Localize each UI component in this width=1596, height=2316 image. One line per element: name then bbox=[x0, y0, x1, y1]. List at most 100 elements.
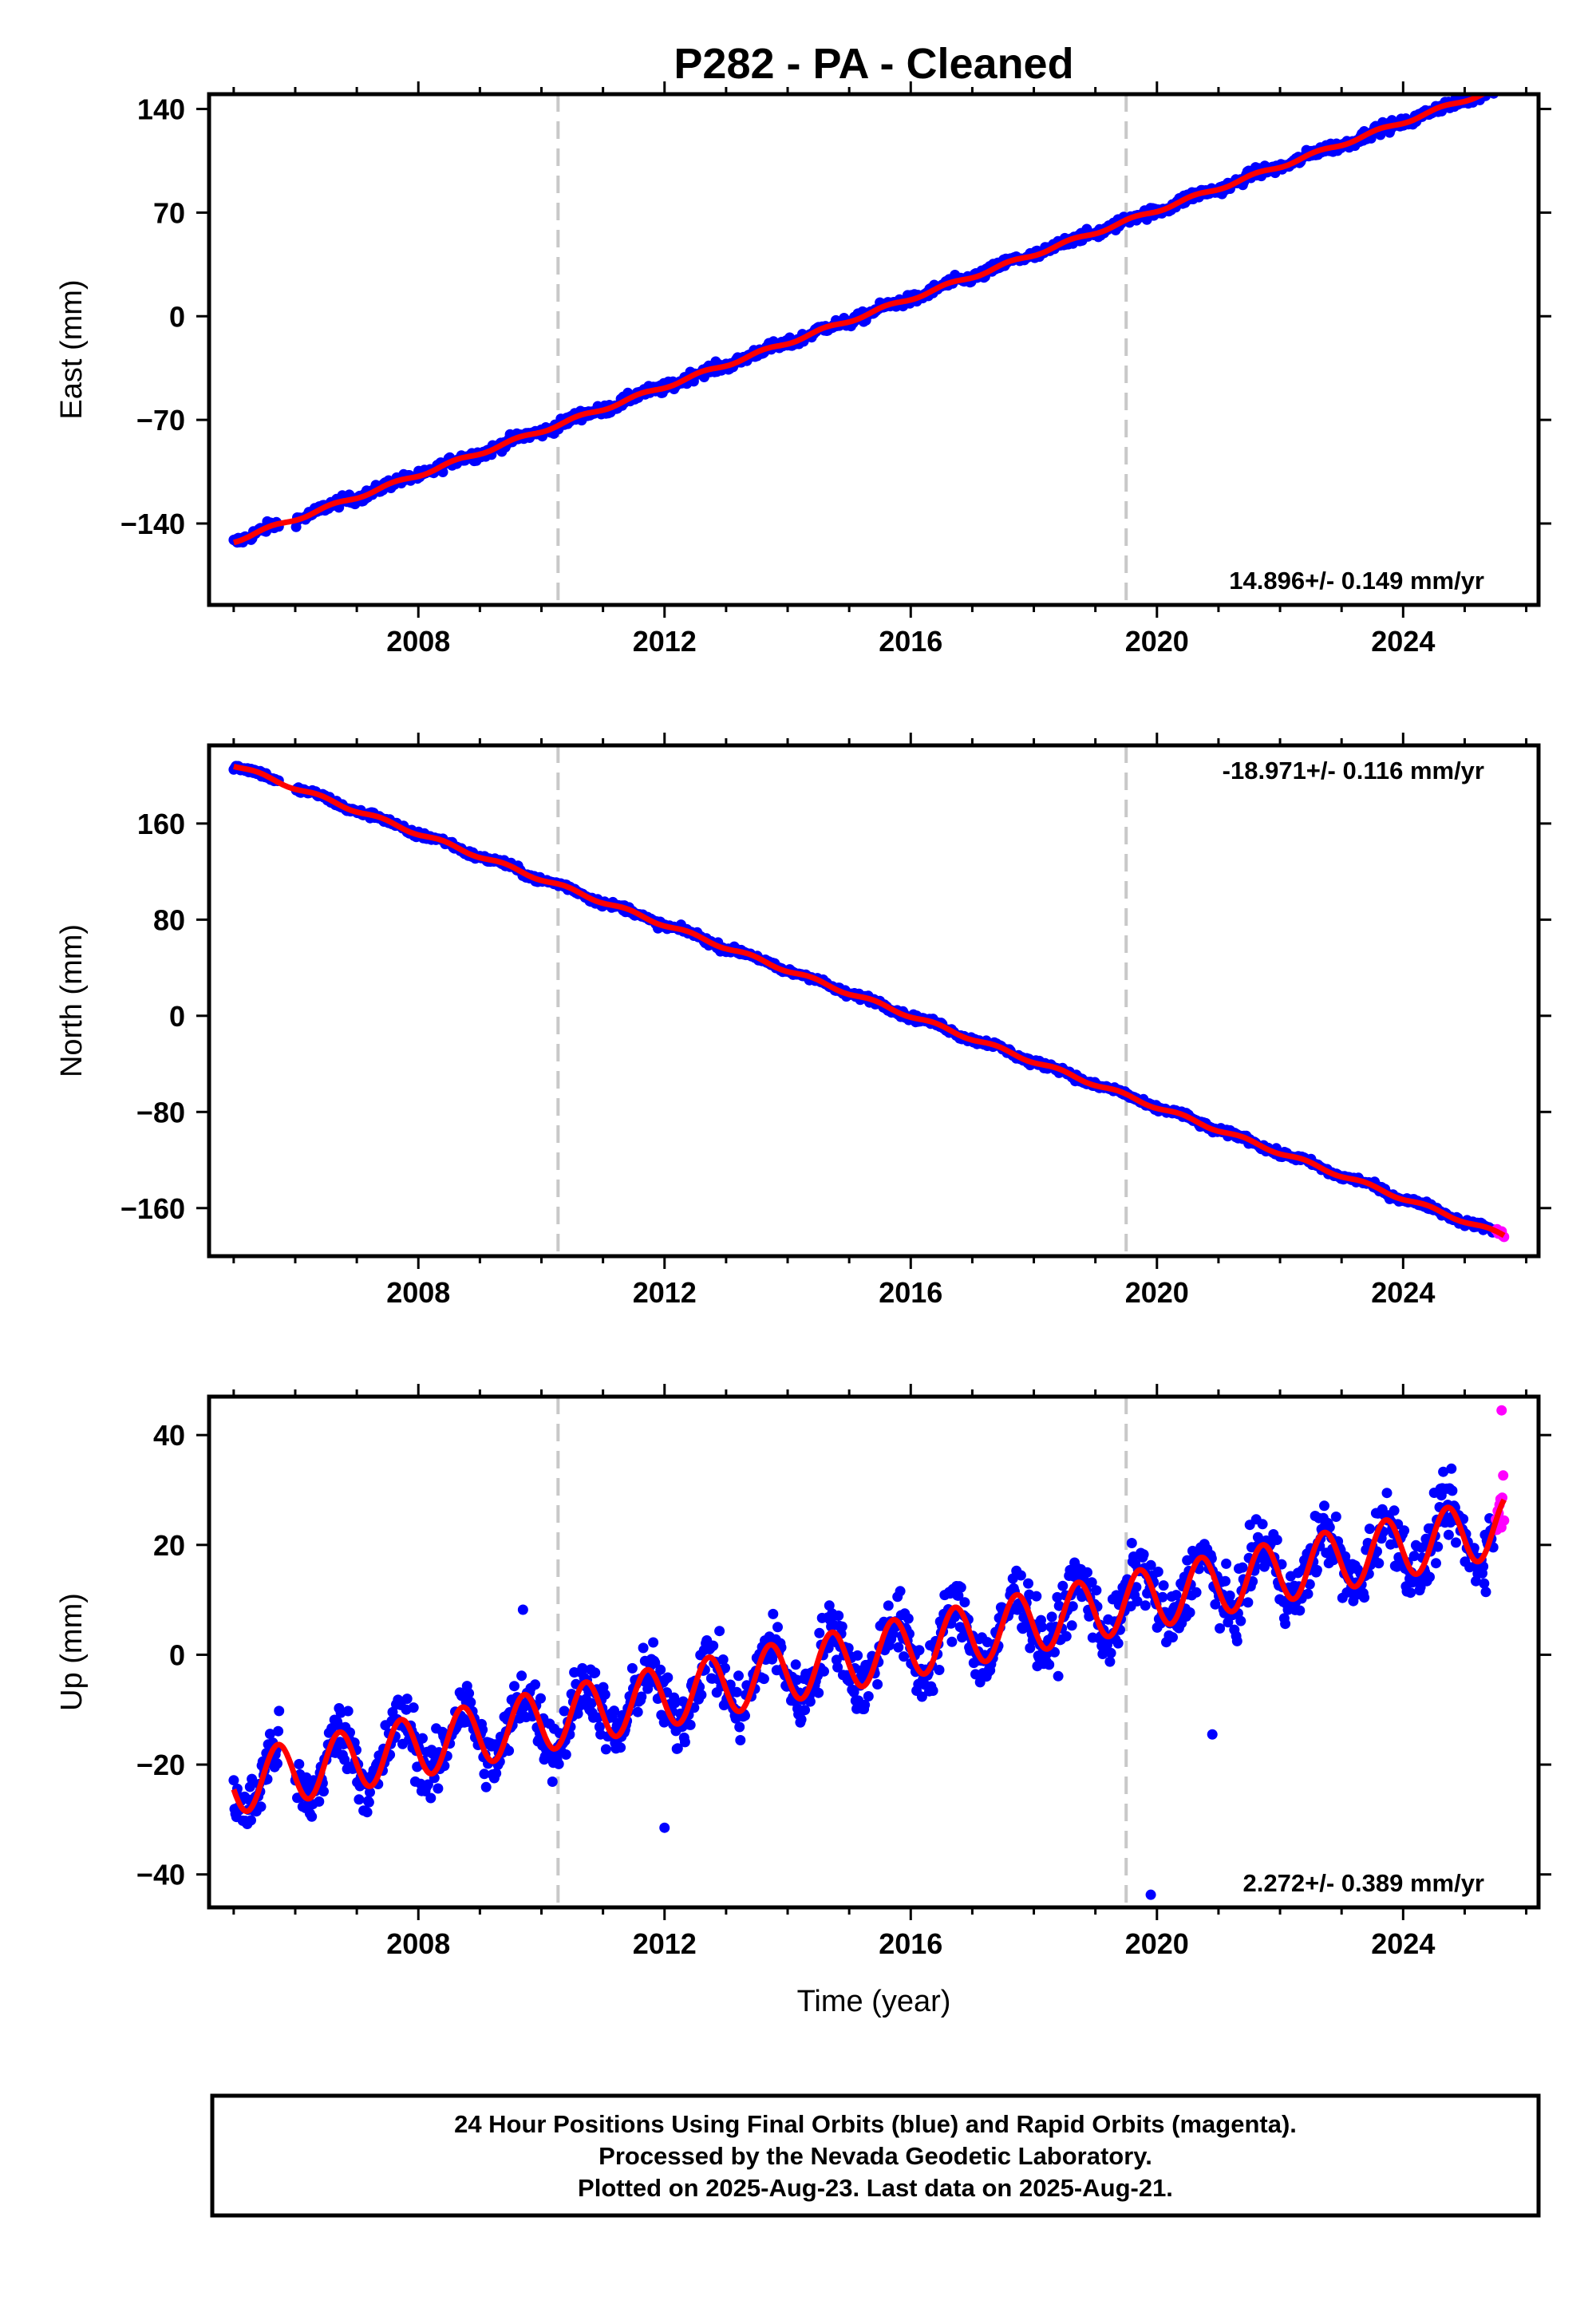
x-tick-label: 2012 bbox=[633, 1927, 697, 1960]
y-axis-label: Up (mm) bbox=[55, 1593, 89, 1711]
final-orbit-point bbox=[813, 1687, 824, 1698]
final-orbit-point bbox=[1224, 1590, 1235, 1601]
footer-line-1: 24 Hour Positions Using Final Orbits (bl… bbox=[454, 2110, 1297, 2138]
final-orbit-point bbox=[1319, 1500, 1329, 1512]
final-orbit-point bbox=[927, 1686, 938, 1696]
final-orbit-point bbox=[1184, 1607, 1195, 1618]
final-orbit-point bbox=[814, 1627, 825, 1638]
final-orbit-point bbox=[670, 1697, 681, 1709]
x-tick-label: 2008 bbox=[386, 1276, 450, 1309]
y-tick-label: 160 bbox=[137, 808, 185, 840]
final-orbit-point bbox=[662, 1672, 674, 1683]
final-orbit-point bbox=[1302, 1588, 1314, 1599]
final-orbit-point bbox=[530, 1679, 541, 1690]
plot-frame bbox=[207, 743, 1541, 1259]
plot-area bbox=[228, 745, 1510, 1256]
final-orbit-point bbox=[1052, 1591, 1063, 1603]
final-orbit-point bbox=[401, 1694, 413, 1705]
final-orbit-point bbox=[1389, 1505, 1400, 1516]
final-orbit-point bbox=[1294, 1605, 1306, 1616]
final-orbit-point bbox=[655, 1664, 666, 1675]
final-orbit-point bbox=[1479, 1578, 1490, 1589]
final-orbit-point bbox=[903, 1613, 914, 1624]
final-orbit-point bbox=[1235, 1615, 1246, 1626]
final-orbit-point bbox=[899, 1651, 910, 1662]
final-orbit-point bbox=[1066, 1620, 1077, 1631]
final-orbit-point bbox=[672, 1743, 683, 1754]
footer-box: 24 Hour Positions Using Final Orbits (bl… bbox=[210, 2093, 1541, 2218]
final-orbit-point bbox=[758, 1674, 769, 1685]
final-orbit-point bbox=[934, 1665, 945, 1675]
y-tick-label: 0 bbox=[169, 1638, 185, 1671]
final-orbit-point bbox=[1438, 1466, 1449, 1477]
x-tick-label: 2020 bbox=[1125, 1927, 1189, 1960]
final-orbit-point bbox=[365, 1787, 375, 1798]
final-orbit-point bbox=[559, 1705, 570, 1717]
final-orbit-point bbox=[264, 1729, 275, 1740]
final-orbit-point bbox=[1067, 1601, 1078, 1612]
final-orbit-point bbox=[717, 1654, 729, 1665]
final-orbit-point bbox=[586, 1697, 597, 1709]
final-orbit-point bbox=[790, 1659, 801, 1670]
final-orbit-point bbox=[1381, 1488, 1393, 1499]
plot-frame bbox=[207, 92, 1541, 607]
outlier-point bbox=[1207, 1729, 1218, 1740]
final-orbit-point bbox=[417, 1733, 428, 1744]
final-orbit-point bbox=[516, 1670, 527, 1682]
final-orbit-point bbox=[955, 1582, 966, 1593]
final-orbit-point bbox=[953, 1590, 964, 1601]
final-orbit-point bbox=[465, 1697, 476, 1708]
rapid-orbit-point bbox=[1499, 1515, 1510, 1526]
final-orbit-point bbox=[247, 1773, 258, 1784]
final-orbit-point bbox=[408, 1702, 419, 1713]
outlier-point bbox=[1145, 1889, 1156, 1900]
final-orbit-point bbox=[720, 1662, 730, 1674]
final-orbit-point bbox=[1282, 1604, 1294, 1615]
final-orbit-point bbox=[480, 1781, 492, 1792]
final-orbit-point bbox=[306, 1811, 318, 1822]
final-orbit-point bbox=[1023, 1578, 1033, 1589]
y-tick-label: 140 bbox=[137, 93, 185, 126]
final-orbit-point bbox=[1373, 1558, 1385, 1569]
final-orbit-point bbox=[1432, 1541, 1444, 1552]
final-orbit-point bbox=[590, 1667, 601, 1678]
final-orbit-point bbox=[422, 1779, 433, 1790]
y-axis-label: East (mm) bbox=[55, 279, 89, 419]
final-orbit-point bbox=[946, 1636, 958, 1647]
final-orbit-point bbox=[1046, 1611, 1057, 1622]
final-orbit-point bbox=[733, 1670, 744, 1682]
final-orbit-point bbox=[800, 1705, 811, 1716]
x-tick-label: 2016 bbox=[879, 1927, 942, 1960]
final-orbit-point bbox=[1138, 1549, 1149, 1560]
final-orbit-point bbox=[244, 1781, 255, 1792]
x-tick-label: 2020 bbox=[1125, 1276, 1189, 1309]
chart-title: P282 - PA - Cleaned bbox=[674, 40, 1073, 88]
final-orbit-point bbox=[354, 1794, 365, 1805]
final-orbit-point bbox=[1424, 1571, 1435, 1583]
final-orbit-point bbox=[796, 1714, 807, 1725]
final-orbit-point bbox=[577, 1662, 588, 1674]
final-orbit-point bbox=[848, 1686, 859, 1697]
final-orbit-point bbox=[615, 1742, 626, 1753]
final-orbit-point bbox=[685, 1719, 696, 1730]
rate-label: 2.272+/- 0.389 mm/yr bbox=[1243, 1869, 1484, 1897]
final-orbit-point bbox=[560, 1749, 571, 1760]
final-orbit-point bbox=[679, 1737, 690, 1748]
footer-frame bbox=[210, 2093, 1541, 2218]
outlier-point bbox=[517, 1604, 528, 1615]
final-orbit-point bbox=[914, 1645, 925, 1656]
final-orbit-point bbox=[714, 1626, 725, 1637]
final-orbit-point bbox=[1242, 1597, 1254, 1608]
rapid-orbit-point bbox=[1498, 78, 1508, 89]
final-orbit-point bbox=[1431, 1558, 1441, 1569]
model-fit-line bbox=[231, 1498, 1507, 1814]
final-orbit-point bbox=[535, 1693, 546, 1704]
final-orbit-point bbox=[650, 1658, 661, 1668]
final-orbit-point bbox=[504, 1745, 515, 1757]
plot-area bbox=[228, 78, 1508, 605]
final-orbit-point bbox=[1049, 1646, 1060, 1658]
final-orbit-point bbox=[1132, 1595, 1143, 1607]
final-orbit-point bbox=[731, 1686, 742, 1697]
final-orbit-point bbox=[1037, 1622, 1048, 1633]
